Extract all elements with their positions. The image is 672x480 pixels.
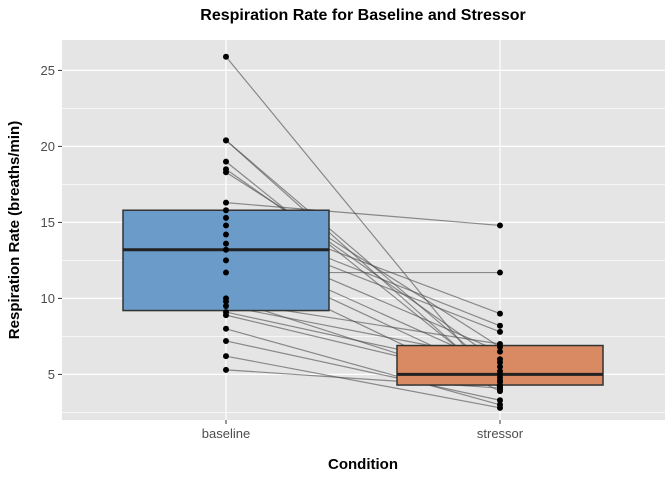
point-stressor <box>497 222 503 229</box>
pair-line <box>225 202 501 227</box>
point-baseline <box>223 353 229 360</box>
point-baseline <box>223 337 229 344</box>
point-baseline <box>223 312 229 319</box>
point-baseline <box>223 303 229 309</box>
x-axis: baseline stressor <box>202 420 524 441</box>
points <box>223 53 503 411</box>
y-tick-label: 20 <box>41 139 55 154</box>
point-stressor <box>497 397 503 404</box>
point-baseline <box>223 240 229 247</box>
y-tick-label: 10 <box>41 291 55 306</box>
point-baseline <box>223 137 229 144</box>
pair-line <box>225 340 501 401</box>
point-baseline <box>223 246 229 253</box>
point-stressor <box>497 363 503 370</box>
point-baseline <box>223 269 229 276</box>
point-baseline <box>223 222 229 229</box>
pair-line <box>225 56 501 390</box>
point-baseline <box>223 231 229 238</box>
point-stressor <box>497 322 503 329</box>
point-baseline <box>223 207 229 214</box>
x-tick-label: stressor <box>477 426 524 441</box>
pair-line <box>225 139 501 386</box>
point-stressor <box>497 368 503 375</box>
point-baseline <box>223 199 229 206</box>
y-tick-label: 5 <box>48 367 55 382</box>
point-baseline <box>223 169 229 176</box>
point-baseline <box>223 53 229 60</box>
point-stressor <box>497 404 503 411</box>
pair-line <box>225 328 501 406</box>
pair-line <box>225 355 501 409</box>
y-axis-title: Respiration Rate (breaths/min) <box>6 121 23 339</box>
point-baseline <box>223 257 229 264</box>
point-stressor <box>497 328 503 335</box>
point-baseline <box>223 366 229 373</box>
point-baseline <box>223 298 229 305</box>
point-stressor <box>497 341 503 347</box>
pair-line <box>225 171 501 348</box>
y-axis: 5 10 15 20 25 <box>41 63 62 382</box>
point-baseline <box>223 158 229 165</box>
point-baseline <box>223 325 229 332</box>
point-stressor <box>497 310 503 317</box>
y-tick-label: 25 <box>41 63 55 78</box>
x-tick-label: baseline <box>202 426 250 441</box>
point-stressor <box>497 348 503 355</box>
pair-line <box>225 139 501 375</box>
point-stressor <box>497 269 503 276</box>
point-baseline <box>223 214 229 221</box>
point-stressor <box>497 377 503 384</box>
y-tick-label: 15 <box>41 215 55 230</box>
chart-title: Respiration Rate for Baseline and Stress… <box>200 7 525 24</box>
x-axis-title: Condition <box>328 456 398 473</box>
point-stressor <box>497 385 503 392</box>
point-stressor <box>497 356 503 363</box>
